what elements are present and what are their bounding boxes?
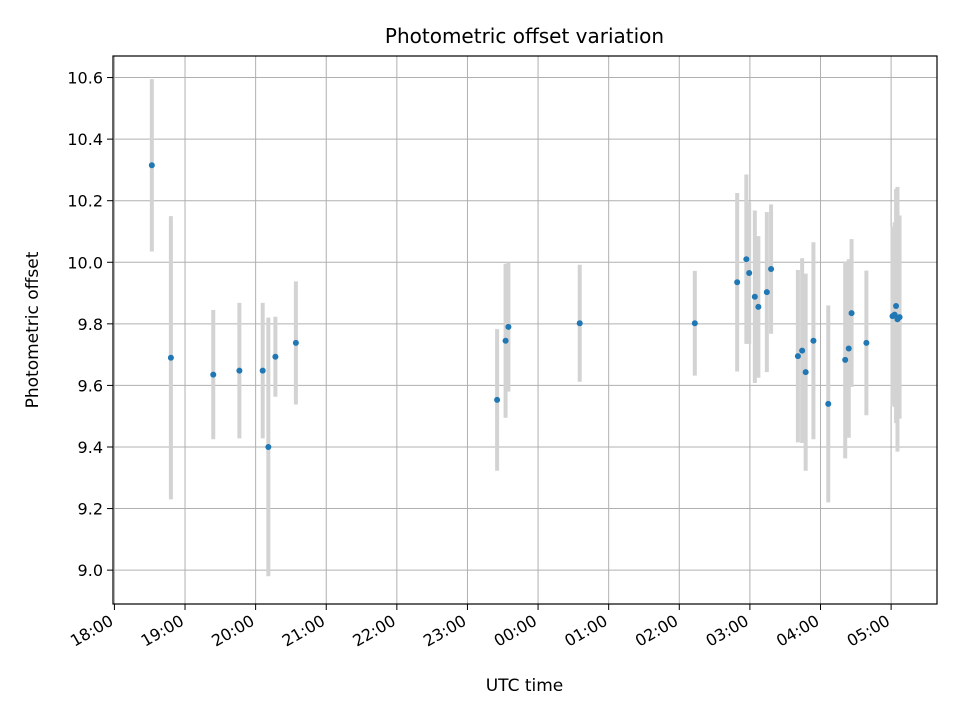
data-point: [576, 320, 583, 327]
data-point: [167, 354, 174, 361]
data-point: [845, 345, 852, 352]
data-point: [494, 396, 501, 403]
data-point: [734, 279, 741, 286]
y-axis-title: Photometric offset: [23, 251, 43, 408]
error-bars: [149, 79, 902, 577]
y-tick-label: 9.8: [78, 315, 103, 334]
data-point: [236, 367, 243, 374]
data-point: [810, 337, 817, 344]
x-tick-label: 04:00: [773, 611, 822, 651]
x-tick-label: 20:00: [208, 611, 257, 651]
y-tick-label: 9.2: [78, 500, 103, 519]
data-point: [825, 400, 832, 407]
data-point: [210, 371, 217, 378]
data-point: [751, 293, 758, 300]
chart-title: Photometric offset variation: [385, 24, 664, 48]
x-axis-title: UTC time: [486, 676, 564, 696]
y-tick-label: 10.4: [67, 130, 103, 149]
x-tick-label: 05:00: [844, 611, 893, 651]
data-point: [794, 353, 801, 360]
x-tick-label: 00:00: [491, 611, 540, 651]
data-point: [863, 339, 870, 346]
data-point: [259, 367, 266, 374]
y-tick-label: 9.6: [78, 376, 103, 395]
data-point: [755, 303, 762, 310]
data-point: [848, 310, 855, 317]
x-tick-label: 18:00: [67, 611, 116, 651]
y-tick-label: 9.0: [78, 561, 103, 580]
data-point: [896, 314, 903, 321]
x-tick-label: 01:00: [561, 611, 610, 651]
data-point: [842, 356, 849, 363]
data-point: [746, 270, 753, 277]
data-point: [799, 347, 806, 354]
grid: [113, 56, 937, 604]
x-tick-label: 02:00: [632, 611, 681, 651]
data-point: [292, 339, 299, 346]
data-point: [763, 289, 770, 296]
y-tick-label: 9.4: [78, 438, 103, 457]
data-point: [768, 266, 775, 273]
plot-frame: [112, 55, 938, 605]
x-tick-label: 03:00: [702, 611, 751, 651]
y-axis: 9.0 9.2 9.4 9.6 9.8 10.0 10.2 10.4 10.6: [67, 69, 113, 580]
data-point: [505, 323, 512, 330]
x-tick-label: 21:00: [279, 611, 328, 651]
y-tick-label: 10.6: [67, 69, 103, 88]
data-point: [265, 443, 272, 450]
x-tick-label: 19:00: [138, 611, 187, 651]
data-point: [272, 353, 279, 360]
y-tick-label: 10.0: [67, 253, 103, 272]
data-point: [148, 162, 155, 169]
data-point: [891, 311, 898, 318]
data-point: [743, 256, 750, 263]
data-point: [802, 369, 809, 376]
x-axis: 18:00 19:00 20:00 21:00 22:00 23:00 00:00 01:00…: [67, 604, 893, 651]
x-tick-label: 23:00: [420, 611, 469, 651]
data-point: [893, 302, 900, 309]
x-tick-label: 22:00: [349, 611, 398, 651]
data-points: [148, 162, 903, 450]
data-point: [691, 320, 698, 327]
y-tick-label: 10.2: [67, 192, 103, 211]
data-point: [502, 337, 509, 344]
